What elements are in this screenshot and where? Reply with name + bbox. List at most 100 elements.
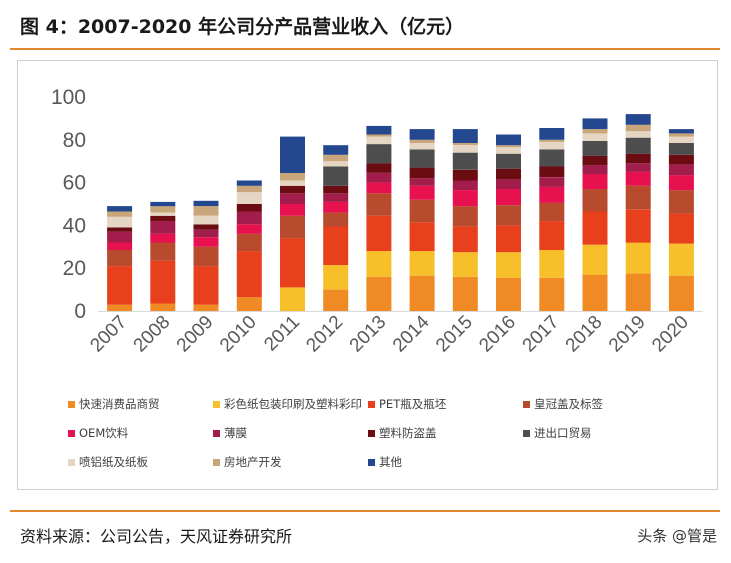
chart-panel: 0 20 40 60 80 100 2007 2008 2009 2010 2011 2012 201… xyxy=(17,60,718,490)
x-tick-label-2012: 2012 xyxy=(302,312,347,357)
x-tick-label-2013: 2013 xyxy=(346,312,391,357)
bar-2016-series-4 xyxy=(496,189,521,205)
bar-2018-series-6 xyxy=(582,155,608,166)
x-tick-label-2016: 2016 xyxy=(475,312,520,357)
bar-2014-series-1 xyxy=(409,251,435,276)
bar-2019-series-2 xyxy=(625,209,651,243)
bar-2013-series-0 xyxy=(366,276,392,311)
x-tick-label-2010: 2010 xyxy=(216,312,261,357)
bar-2018-series-7 xyxy=(582,140,608,156)
bar-2018-series-9 xyxy=(582,129,608,134)
x-tick-label-2017: 2017 xyxy=(519,312,564,357)
bar-2017-series-8 xyxy=(539,141,565,150)
bar-2017-series-3 xyxy=(539,202,565,222)
bar-2014-series-6 xyxy=(409,167,435,179)
legend-label: 喷铝纸及纸板 xyxy=(79,455,148,469)
x-tick-label-2008: 2008 xyxy=(130,312,175,357)
bar-stack-2013 xyxy=(366,125,392,311)
bar-2008-series-5 xyxy=(150,221,176,234)
bar-2010-series-3 xyxy=(236,234,262,252)
bar-2014-series-8 xyxy=(409,143,435,150)
bar-2008-series-0 xyxy=(150,303,176,311)
bar-2016-series-0 xyxy=(496,277,521,311)
bar-2007-series-8 xyxy=(107,216,133,228)
bar-2015-series-0 xyxy=(452,276,478,311)
bar-2013-series-6 xyxy=(366,163,392,173)
bar-stack-2010 xyxy=(236,180,262,311)
bar-2015-series-6 xyxy=(452,169,478,181)
bar-2020-series-3 xyxy=(668,190,694,214)
bar-2017-series-10 xyxy=(539,128,565,140)
bar-2014-series-7 xyxy=(409,149,435,168)
bar-stack-2008 xyxy=(150,201,176,311)
bar-2013-series-9 xyxy=(366,134,392,137)
legend-label: OEM饮料 xyxy=(79,426,129,440)
bar-2011-series-3 xyxy=(280,215,305,239)
y-tick-label: 100 xyxy=(51,86,86,109)
bar-2020-series-10 xyxy=(668,129,694,134)
legend-item-3: 皇冠盖及标签 xyxy=(523,397,603,411)
bar-2011-series-9 xyxy=(280,173,305,181)
figure-title: 图 4：2007-2020 年公司分产品营业收入（亿元） xyxy=(20,16,465,38)
y-tick-label: 20 xyxy=(63,257,86,280)
bar-2009-series-6 xyxy=(193,224,219,230)
bar-2010-series-6 xyxy=(236,204,262,212)
bar-2007-series-9 xyxy=(107,211,133,217)
legend-item-9: 房地产开发 xyxy=(213,455,282,469)
title-rule xyxy=(10,48,720,50)
bar-2019-series-3 xyxy=(625,185,651,210)
bar-2019-series-6 xyxy=(625,153,651,164)
bar-2012-series-5 xyxy=(323,193,349,202)
bar-2012-series-10 xyxy=(323,145,349,155)
legend-swatch xyxy=(213,459,220,466)
legend-item-0: 快速消费品商贸 xyxy=(68,397,160,411)
bar-2017-series-2 xyxy=(539,221,565,250)
x-tick-label-2011: 2011 xyxy=(260,312,304,356)
bar-2018-series-10 xyxy=(582,118,608,130)
x-tick-label-2009: 2009 xyxy=(173,312,218,357)
bar-2016-series-2 xyxy=(496,225,521,253)
legend-label: 薄膜 xyxy=(224,426,247,440)
bar-2014-series-4 xyxy=(409,185,435,200)
bar-2013-series-3 xyxy=(366,193,392,216)
bar-2018-series-1 xyxy=(582,244,608,275)
bar-2015-series-10 xyxy=(452,129,478,143)
bar-2019-series-8 xyxy=(625,131,651,138)
bar-2019-series-9 xyxy=(625,124,651,132)
bar-2008-series-4 xyxy=(150,234,176,243)
bar-2015-series-9 xyxy=(452,143,478,146)
bar-2018-series-0 xyxy=(582,274,608,311)
bar-stack-2014 xyxy=(409,129,435,311)
legend-swatch xyxy=(213,430,220,437)
bar-2007-series-0 xyxy=(107,304,133,311)
bar-2015-series-5 xyxy=(452,180,478,191)
bar-stack-2018 xyxy=(582,118,608,311)
bar-2008-series-3 xyxy=(150,242,176,261)
bar-2007-series-3 xyxy=(107,250,133,267)
legend-swatch xyxy=(523,401,530,408)
bar-2007-series-5 xyxy=(107,231,133,243)
bar-2015-series-2 xyxy=(452,226,478,253)
legend-item-6: 塑料防盗盖 xyxy=(368,426,437,440)
legend-swatch xyxy=(368,430,375,437)
bar-2012-series-1 xyxy=(323,265,349,290)
bar-2009-series-9 xyxy=(193,206,219,216)
bar-2013-series-10 xyxy=(366,125,392,135)
legend-label: 彩色纸包装印刷及塑料彩印 xyxy=(224,397,362,411)
bar-2016-series-8 xyxy=(496,147,521,154)
bar-2010-series-4 xyxy=(236,224,262,234)
legend-label: 其他 xyxy=(379,455,402,469)
bar-2012-series-9 xyxy=(323,154,349,162)
bar-2007-series-4 xyxy=(107,242,133,250)
y-tick-label: 60 xyxy=(63,172,86,195)
bar-2007-series-10 xyxy=(107,206,133,212)
bar-2010-series-2 xyxy=(236,251,262,298)
bar-2007-series-6 xyxy=(107,227,133,232)
bar-2020-series-5 xyxy=(668,164,694,176)
bar-stack-2017 xyxy=(539,128,565,311)
bar-2014-series-0 xyxy=(409,275,435,311)
bar-stack-2012 xyxy=(323,145,349,311)
bar-2018-series-8 xyxy=(582,133,608,141)
